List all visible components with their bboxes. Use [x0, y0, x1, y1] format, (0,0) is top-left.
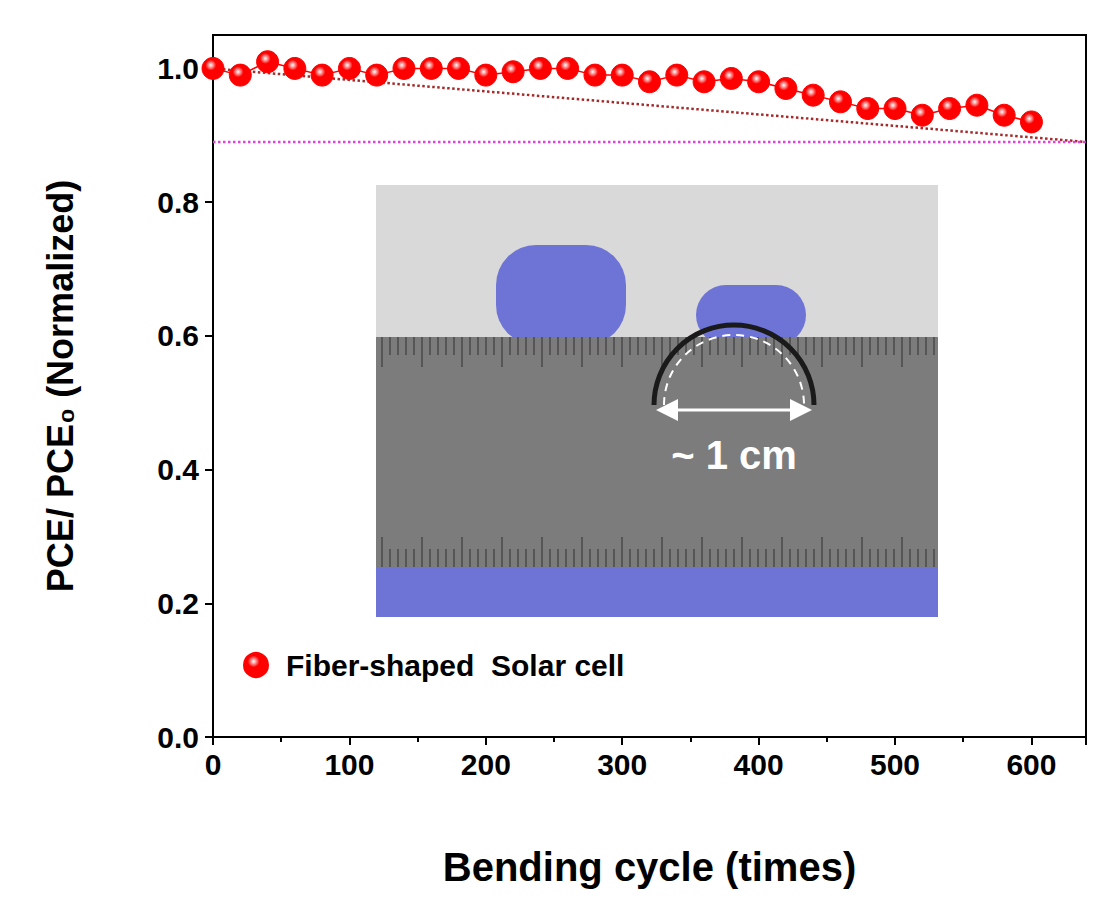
svg-text:0.6: 0.6	[157, 319, 199, 352]
svg-text:500: 500	[870, 748, 920, 781]
svg-text:600: 600	[1006, 748, 1056, 781]
svg-text:0.4: 0.4	[157, 453, 199, 486]
svg-text:0.2: 0.2	[157, 587, 199, 620]
svg-text:400: 400	[734, 748, 784, 781]
svg-text:100: 100	[324, 748, 374, 781]
svg-text:300: 300	[597, 748, 647, 781]
svg-text:PCE/ PCE₀ (Normalized): PCE/ PCE₀ (Normalized)	[40, 180, 81, 592]
svg-text:Bending cycle (times): Bending cycle (times)	[443, 845, 856, 889]
svg-text:200: 200	[461, 748, 511, 781]
svg-text:Fiber-shaped Solar cell: Fiber-shaped Solar cell	[286, 649, 624, 682]
svg-text:0.8: 0.8	[157, 186, 199, 219]
svg-text:~ 1 cm: ~ 1 cm	[671, 433, 797, 477]
svg-text:1.0: 1.0	[157, 52, 199, 85]
svg-text:0: 0	[205, 748, 222, 781]
svg-text:0.0: 0.0	[157, 721, 199, 754]
